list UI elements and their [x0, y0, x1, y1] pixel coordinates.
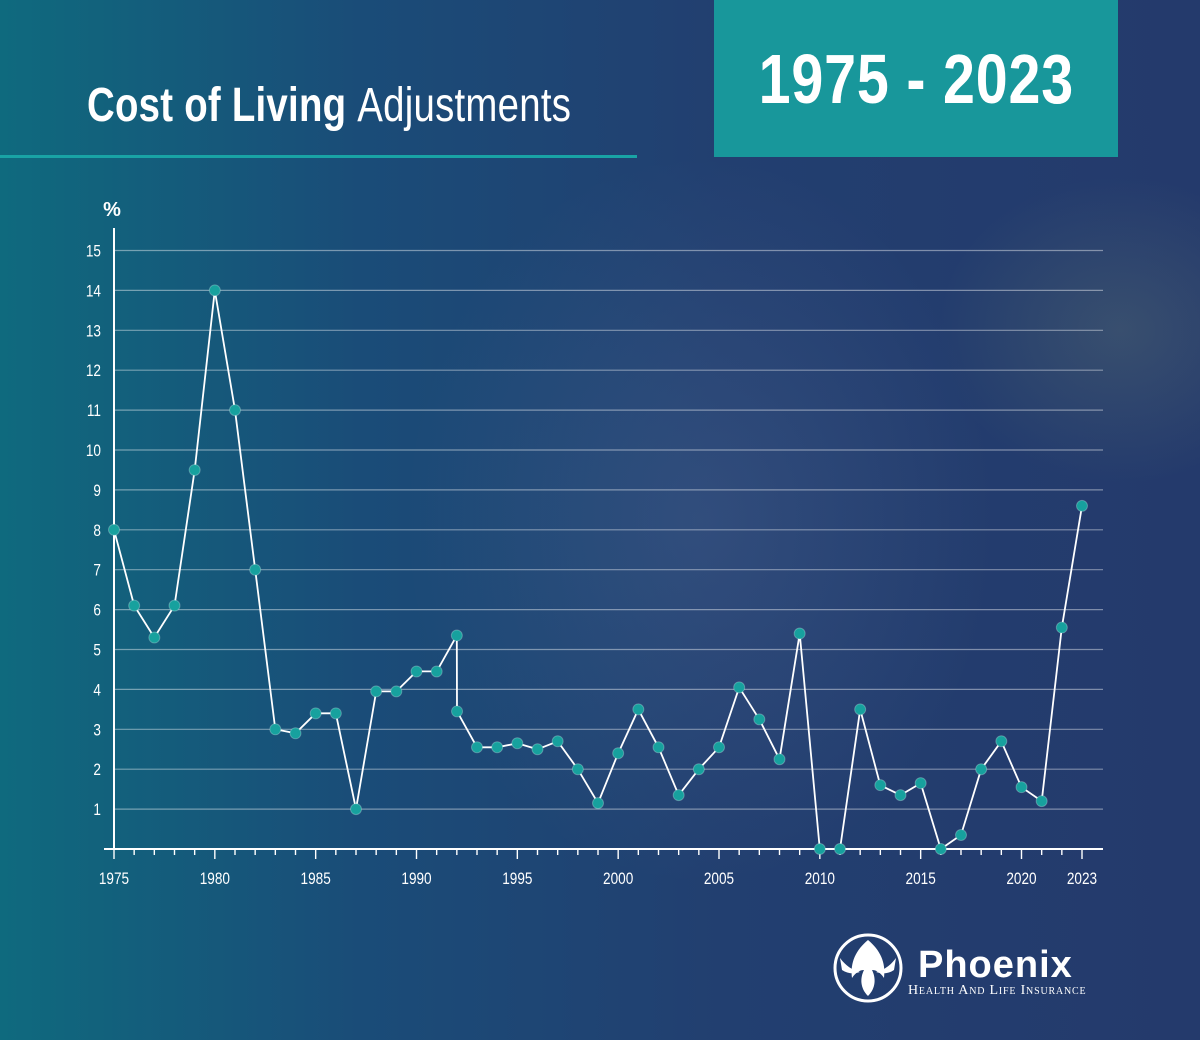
x-tick-label: 1985	[301, 870, 331, 889]
y-tick-label: 10	[86, 442, 101, 461]
data-point	[773, 753, 786, 766]
x-tick-label: 2023	[1067, 870, 1097, 889]
data-point	[289, 727, 302, 740]
data-point	[834, 843, 846, 855]
y-tick-label: 4	[93, 681, 101, 700]
data-point	[652, 741, 665, 754]
data-point	[329, 707, 342, 720]
axes	[104, 228, 1103, 859]
data-point	[229, 404, 241, 417]
data-point	[471, 741, 483, 754]
x-tick-label: 2015	[906, 870, 936, 889]
data-point	[410, 665, 423, 678]
data-point	[1035, 795, 1048, 808]
data-point	[793, 627, 806, 640]
data-point	[1055, 621, 1068, 634]
data-point	[208, 284, 221, 297]
x-tick-label: 1990	[401, 870, 431, 889]
year-range: 1975 - 2023	[758, 39, 1074, 118]
title-underline	[0, 155, 637, 158]
y-tick-label: 5	[93, 641, 101, 660]
series-points	[108, 284, 1088, 855]
phoenix-bird-icon	[833, 933, 903, 1003]
data-point	[168, 599, 181, 612]
data-point	[531, 743, 544, 756]
data-point	[914, 777, 927, 790]
year-range-box: 1975 - 2023	[714, 0, 1118, 157]
data-point	[108, 523, 120, 536]
data-point	[934, 843, 947, 855]
data-point	[995, 735, 1008, 748]
x-tick-label: 2005	[704, 870, 734, 889]
data-point	[128, 599, 141, 612]
data-point	[955, 829, 967, 842]
data-point	[451, 705, 464, 718]
y-tick-label: 7	[93, 561, 101, 580]
data-point	[1015, 781, 1028, 794]
y-tick-label: 14	[86, 282, 102, 301]
data-point	[753, 713, 766, 726]
data-point	[692, 763, 705, 776]
data-point	[592, 797, 604, 810]
y-tick-label: 13	[86, 322, 101, 341]
data-point	[309, 707, 322, 720]
y-tick-label: 12	[86, 362, 101, 381]
y-tick-label: 8	[93, 521, 101, 540]
y-tick-label: 9	[93, 482, 101, 501]
brand-name: Phoenix	[918, 944, 1073, 986]
brand-tagline: Health And Life Insurance	[908, 983, 1087, 998]
y-tick-label: 1	[93, 801, 101, 820]
data-point	[430, 665, 443, 678]
data-point	[894, 789, 907, 802]
data-point	[612, 747, 625, 760]
data-point	[148, 631, 161, 644]
grid	[114, 249, 1103, 810]
data-point	[632, 703, 645, 716]
y-tick-label: 15	[86, 242, 101, 261]
y-axis-label: %	[103, 199, 121, 221]
data-point	[813, 843, 826, 855]
x-tick-label: 1995	[502, 870, 532, 889]
data-point	[350, 803, 362, 816]
brand-logo: Phoenix Health And Life Insurance	[826, 928, 1146, 1008]
y-tick-label: 6	[93, 601, 101, 620]
data-point	[370, 685, 383, 698]
data-point	[975, 763, 988, 776]
data-point	[249, 563, 262, 576]
data-point	[672, 789, 685, 802]
x-tick-label: 2020	[1006, 870, 1036, 889]
data-point	[733, 681, 746, 694]
x-tick-label: 2010	[805, 870, 835, 889]
data-point	[571, 763, 584, 776]
data-point	[854, 703, 867, 716]
data-point	[390, 685, 403, 698]
y-tick-label: 3	[93, 721, 101, 740]
data-point	[551, 735, 564, 748]
title-bold: Cost of Living	[87, 79, 347, 132]
page-title: Cost of Living Adjustments	[87, 78, 571, 133]
data-point	[511, 737, 524, 750]
title-rest: Adjustments	[357, 79, 572, 132]
x-tick-label: 1975	[99, 870, 129, 889]
data-point	[491, 741, 504, 754]
x-tick-label: 1980	[200, 870, 230, 889]
data-point	[188, 463, 201, 476]
data-point	[450, 629, 463, 642]
y-tick-label: 11	[87, 402, 101, 421]
data-point	[874, 779, 887, 792]
x-tick-label: 2000	[603, 870, 633, 889]
data-point	[713, 741, 725, 754]
y-tick-label: 2	[93, 761, 101, 780]
data-point	[1076, 499, 1088, 512]
data-point	[269, 723, 282, 736]
